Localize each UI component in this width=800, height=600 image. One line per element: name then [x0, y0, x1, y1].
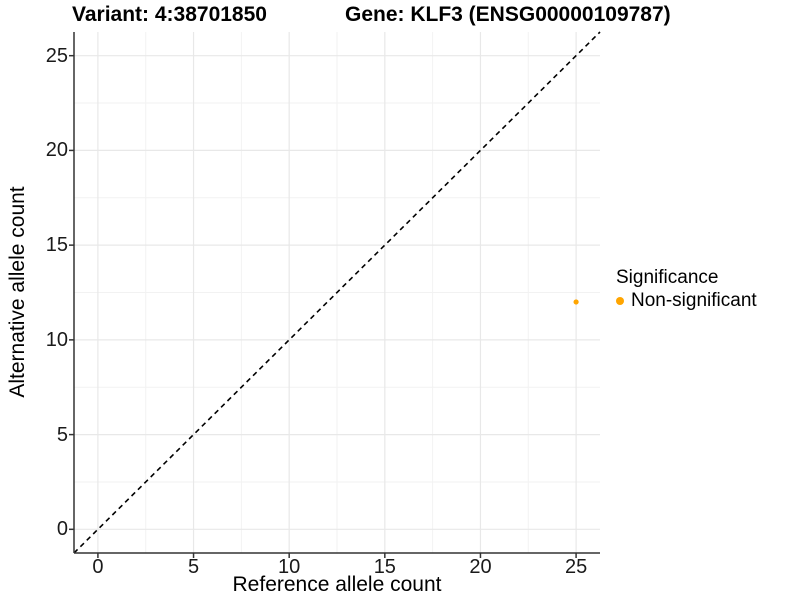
x-tick-label: 0	[92, 556, 104, 578]
y-tick-label: 10	[45, 328, 68, 351]
y-tick-label: 5	[56, 423, 68, 446]
y-tick-label: 15	[45, 234, 68, 257]
legend-items: Non-significant	[616, 289, 757, 312]
x-tick-label: 15	[373, 556, 396, 578]
x-tick-label: 10	[278, 556, 301, 578]
legend-item-label: Non-significant	[631, 290, 757, 311]
x-tick-label: 25	[564, 556, 588, 578]
data-point	[573, 299, 579, 305]
y-tick-label: 25	[45, 44, 68, 67]
x-tick-label: 5	[187, 556, 200, 578]
legend: Significance Non-significant	[616, 266, 757, 312]
plot-title-gene: Gene: KLF3 (ENSG00000109787)	[345, 3, 671, 26]
y-axis-title: Alternative allele count	[6, 186, 29, 398]
identity-dashed-line	[73, 31, 601, 554]
legend-title: Significance	[616, 267, 719, 288]
legend-point-icon	[616, 296, 624, 305]
x-tick-label: 20	[469, 556, 492, 578]
plot-title-variant: Variant: 4:38701850	[72, 3, 267, 26]
y-tick-label: 20	[45, 139, 68, 162]
legend-item: Non-significant	[616, 289, 757, 312]
y-tick-label: 0	[56, 518, 68, 541]
x-axis-title: Reference allele count	[232, 573, 442, 596]
